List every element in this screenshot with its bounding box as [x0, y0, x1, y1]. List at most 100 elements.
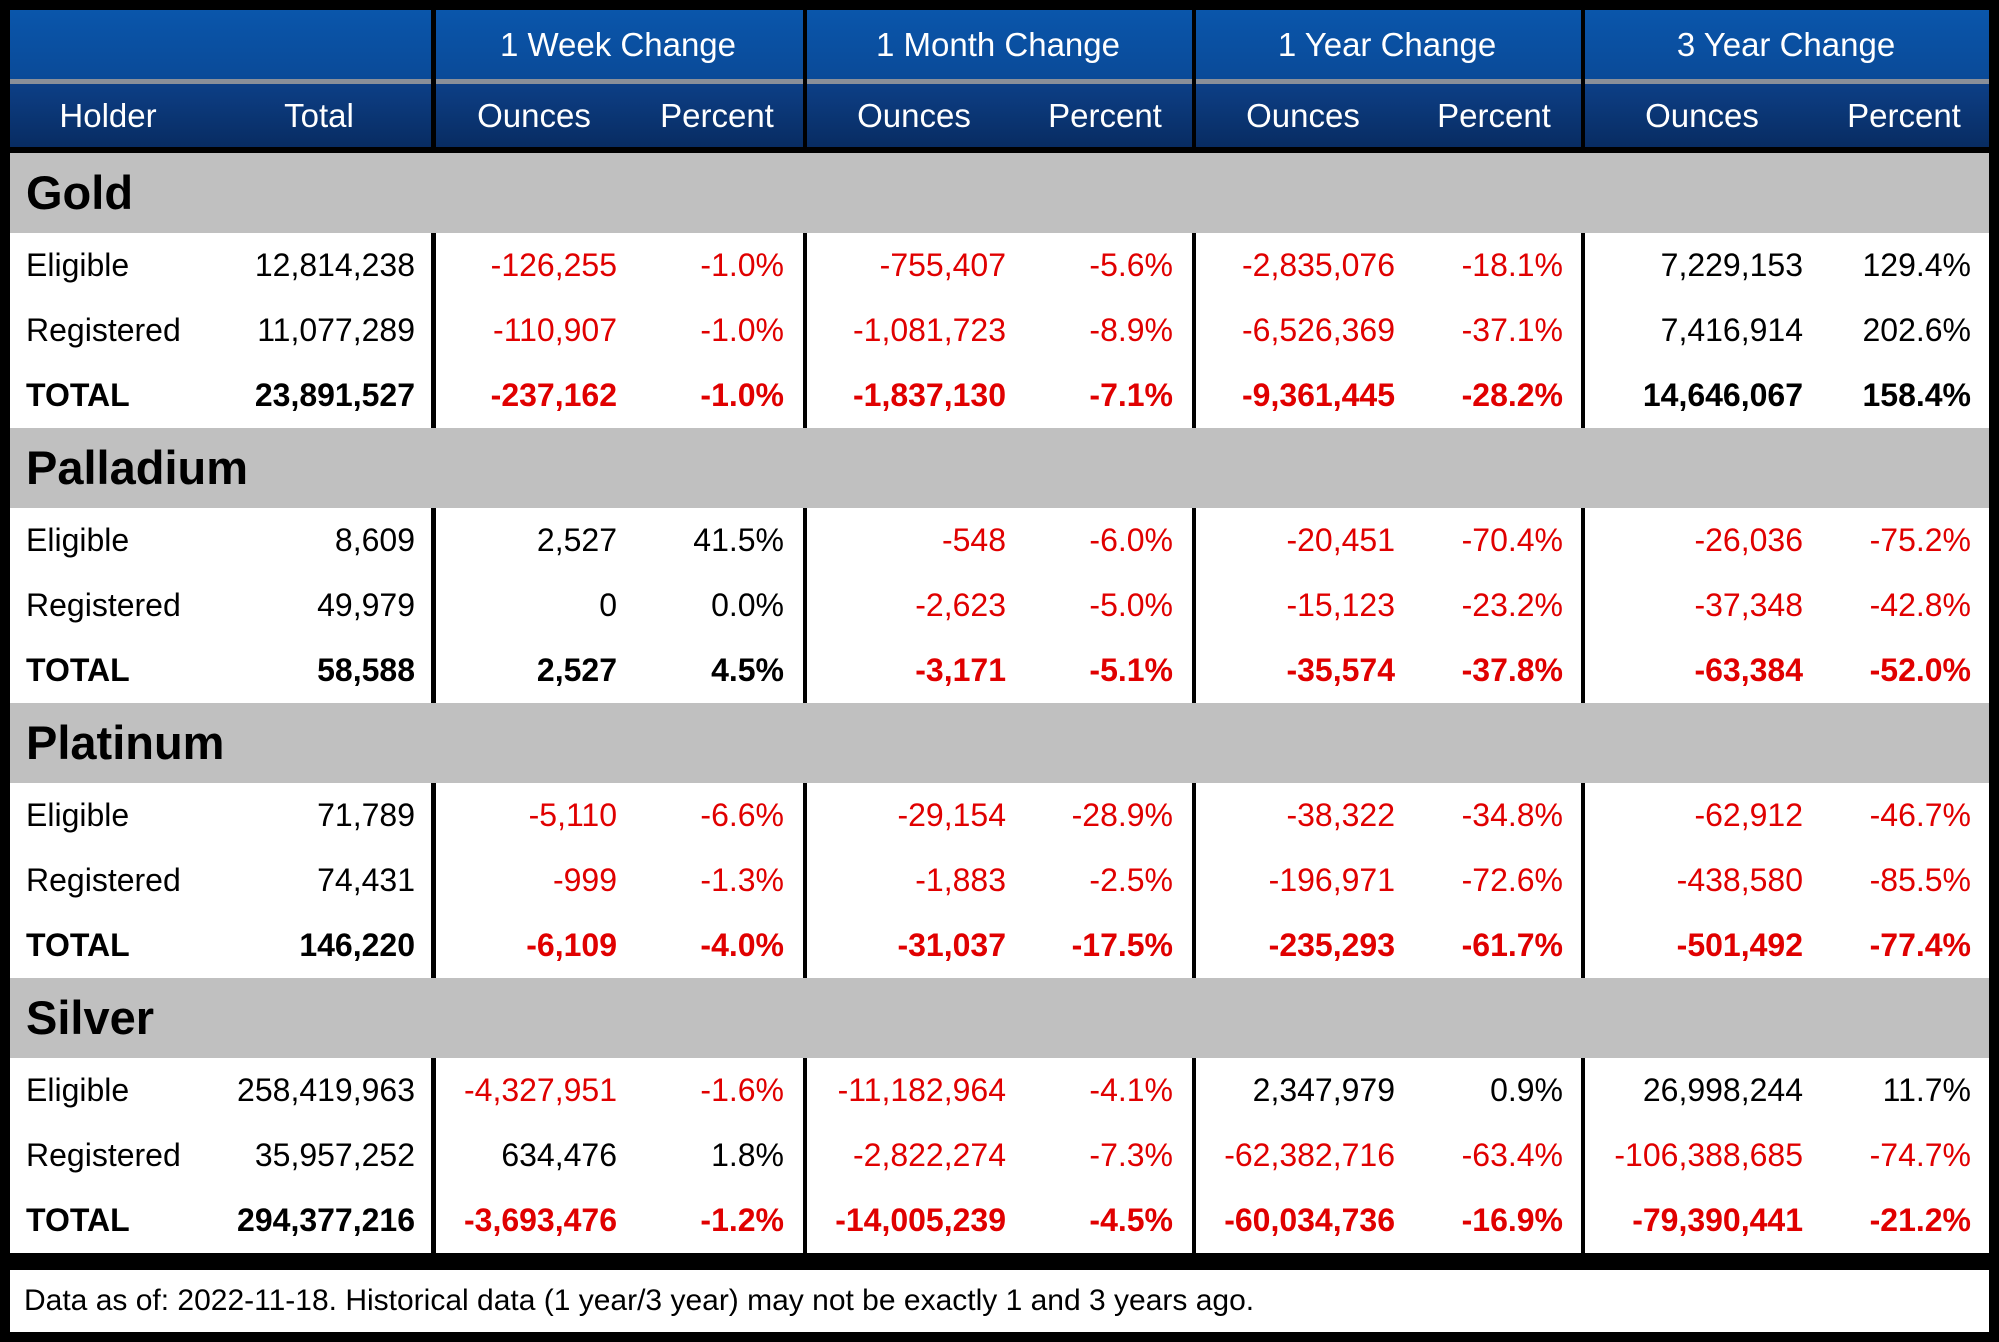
row-band	[1196, 233, 1581, 428]
cell: 41.5%	[693, 522, 784, 558]
cell: -1.6%	[700, 1072, 784, 1108]
cell: 146,220	[299, 927, 415, 963]
header-band	[1585, 84, 1989, 147]
row-label: Registered	[26, 587, 181, 623]
cell: -3,693,476	[463, 1202, 617, 1238]
cell: -74.7%	[1869, 1137, 1971, 1173]
cell: -4.0%	[700, 927, 784, 963]
cell: 158.4%	[1862, 377, 1971, 413]
cell: -5,110	[528, 797, 617, 833]
group-header: 1 Week Change	[499, 26, 737, 63]
cell: 2,527	[536, 652, 617, 688]
cell: -438,580	[1676, 862, 1803, 898]
section-band	[10, 153, 1989, 233]
cell: -26,036	[1694, 522, 1803, 558]
cell: -4.1%	[1089, 1072, 1173, 1108]
cell: -63.4%	[1461, 1137, 1563, 1173]
row-band	[807, 508, 1192, 703]
column-header: Ounces	[857, 97, 971, 134]
row-band	[10, 508, 431, 703]
header-divider	[1196, 79, 1581, 84]
cell: 258,419,963	[237, 1072, 415, 1108]
cell: 129.4%	[1862, 247, 1971, 283]
section-title: Silver	[26, 991, 155, 1044]
row-band	[1585, 233, 1989, 428]
cell: 11,077,289	[257, 312, 415, 348]
cell: -2,822,274	[852, 1137, 1006, 1173]
cell: 14,646,067	[1642, 377, 1803, 413]
cell: -237,162	[490, 377, 617, 413]
cell: -196,971	[1268, 862, 1395, 898]
cell: -5.1%	[1089, 652, 1173, 688]
cell: -18.1%	[1461, 247, 1563, 283]
cell: 0.0%	[711, 587, 784, 623]
cell: -79,390,441	[1632, 1202, 1803, 1238]
cell: -5.0%	[1089, 587, 1173, 623]
row-band	[436, 233, 803, 428]
row-label: TOTAL	[26, 927, 130, 963]
cell: -7.1%	[1089, 377, 1173, 413]
cell: -11,182,964	[837, 1072, 1006, 1108]
cell: -1.3%	[700, 862, 784, 898]
cell: 11.7%	[1882, 1072, 1971, 1108]
row-band	[10, 783, 431, 978]
cell: -16.9%	[1461, 1202, 1563, 1238]
cell: -1,883	[915, 862, 1006, 898]
cell: -14,005,239	[835, 1202, 1006, 1238]
cell: -9,361,445	[1241, 377, 1395, 413]
column-header: Ounces	[1246, 97, 1360, 134]
row-band	[1585, 1058, 1989, 1253]
cell: -1,081,723	[852, 312, 1006, 348]
cell: -6.6%	[700, 797, 784, 833]
cell: -28.2%	[1461, 377, 1563, 413]
column-header: Total	[284, 97, 354, 134]
header-band	[807, 10, 1192, 79]
cell: -34.8%	[1461, 797, 1563, 833]
header-band	[1585, 10, 1989, 79]
cell: -4.5%	[1089, 1202, 1173, 1238]
cell: -548	[941, 522, 1006, 558]
cell: -52.0%	[1869, 652, 1971, 688]
cell: 0	[599, 587, 617, 623]
cell: 49,979	[317, 587, 415, 623]
section-title: Platinum	[26, 716, 225, 769]
cell: -2,835,076	[1241, 247, 1395, 283]
cell: -85.5%	[1869, 862, 1971, 898]
cell: 23,891,527	[254, 377, 415, 413]
cell: -1.0%	[700, 377, 784, 413]
row-label: TOTAL	[26, 377, 130, 413]
cell: -29,154	[897, 797, 1006, 833]
header-band	[1196, 10, 1581, 79]
row-band	[436, 783, 803, 978]
group-header: 1 Month Change	[875, 26, 1120, 63]
cell: 8,609	[334, 522, 415, 558]
cell: -75.2%	[1869, 522, 1971, 558]
cell: 1.8%	[711, 1137, 784, 1173]
cell: -63,384	[1694, 652, 1803, 688]
cell: -35,574	[1286, 652, 1395, 688]
header-divider	[807, 79, 1192, 84]
cell: -46.7%	[1869, 797, 1971, 833]
row-band	[436, 1058, 803, 1253]
cell: -62,382,716	[1224, 1137, 1395, 1173]
row-band	[807, 1058, 1192, 1253]
cell: 202.6%	[1862, 312, 1971, 348]
header-band	[10, 84, 431, 147]
cell: -126,255	[490, 247, 617, 283]
cell: -1.0%	[700, 312, 784, 348]
section-band	[10, 428, 1989, 508]
cell: -20,451	[1286, 522, 1395, 558]
cell: -31,037	[897, 927, 1006, 963]
cell: 4.5%	[711, 652, 784, 688]
column-header: Ounces	[477, 97, 591, 134]
cell: -6,526,369	[1241, 312, 1395, 348]
header-divider	[10, 79, 431, 84]
header-band	[1196, 84, 1581, 147]
group-header: 3 Year Change	[1676, 26, 1896, 63]
cell: 7,229,153	[1660, 247, 1803, 283]
cell: -72.6%	[1461, 862, 1563, 898]
row-band	[1196, 1058, 1581, 1253]
row-label: Eligible	[26, 797, 130, 833]
cell: -3,171	[915, 652, 1006, 688]
